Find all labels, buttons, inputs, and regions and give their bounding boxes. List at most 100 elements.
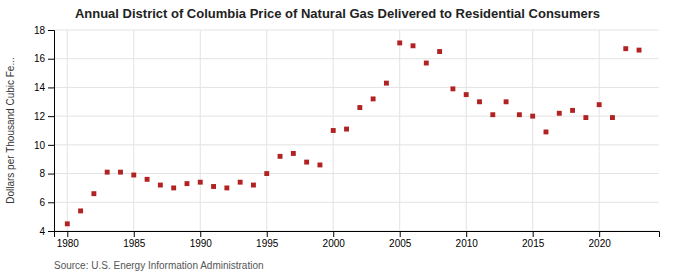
x-tick-mark bbox=[333, 231, 334, 237]
x-tick-label: 1990 bbox=[190, 238, 213, 249]
y-tick-label: 4 bbox=[39, 226, 45, 237]
x-tick-mark bbox=[599, 231, 600, 237]
x-tick-label: 2015 bbox=[522, 238, 545, 249]
point bbox=[450, 86, 455, 91]
y-tick-label: 18 bbox=[34, 25, 46, 36]
x-tick: 2000 bbox=[323, 231, 346, 249]
x-tick-label: 1985 bbox=[123, 238, 146, 249]
point bbox=[464, 92, 469, 97]
y-tick-mark bbox=[48, 87, 54, 88]
y-tick-label: 6 bbox=[39, 197, 45, 208]
x-grid-line bbox=[133, 30, 134, 231]
point bbox=[623, 46, 628, 51]
y-axis: 4681012141618 bbox=[34, 25, 55, 237]
chart-svg: 1980 1985 1990 1995 2000 2005 2010 2015 2020 4 6 8 1… bbox=[0, 0, 675, 275]
x-axis: 1980 1985 1990 1995 2000 2005 2010 2015 2020 bbox=[55, 231, 660, 249]
x-tick-mark bbox=[200, 231, 201, 237]
y-tick-label: 10 bbox=[34, 140, 46, 151]
point bbox=[384, 81, 389, 86]
x-grid-line bbox=[599, 30, 600, 231]
point bbox=[583, 115, 588, 120]
y-tick-mark bbox=[48, 59, 54, 60]
point bbox=[78, 208, 83, 213]
y-tick-label: 12 bbox=[34, 111, 46, 122]
x-tick: 1985 bbox=[123, 231, 146, 249]
y-tick-label: 14 bbox=[34, 82, 46, 93]
point bbox=[105, 170, 110, 175]
y-tick: 6 bbox=[39, 197, 54, 208]
y-tick-mark bbox=[48, 231, 54, 232]
point bbox=[331, 128, 336, 133]
y-tick: 10 bbox=[34, 140, 54, 151]
x-tick-mark bbox=[466, 231, 467, 237]
x-tick: 2015 bbox=[522, 231, 545, 249]
point bbox=[610, 115, 615, 120]
x-tick: 1980 bbox=[57, 231, 80, 249]
y-tick-mark bbox=[48, 174, 54, 175]
x-grid-line bbox=[532, 30, 533, 231]
y-grid-line bbox=[54, 58, 659, 59]
x-grid-line bbox=[200, 30, 201, 231]
point bbox=[91, 191, 96, 196]
point bbox=[171, 185, 176, 190]
x-grid-line bbox=[466, 30, 467, 231]
x-grid-line bbox=[266, 30, 267, 231]
x-tick-label: 1995 bbox=[256, 238, 279, 249]
y-tick: 14 bbox=[34, 82, 54, 93]
point bbox=[411, 43, 416, 48]
y-tick-mark bbox=[48, 30, 54, 31]
x-tick-mark bbox=[267, 231, 268, 237]
y-grid-line bbox=[54, 87, 659, 88]
point bbox=[557, 111, 562, 116]
point bbox=[304, 160, 309, 165]
y-grid-line bbox=[54, 202, 659, 203]
point bbox=[424, 61, 429, 66]
x-tick-mark bbox=[134, 231, 135, 237]
y-tick-mark bbox=[48, 145, 54, 146]
y-tick: 4 bbox=[39, 226, 54, 237]
x-tick-label: 2010 bbox=[456, 238, 479, 249]
point bbox=[597, 102, 602, 107]
y-axis-title: Dollars per Thousand Cubic Fe... bbox=[5, 57, 16, 204]
x-tick: 2005 bbox=[389, 231, 412, 249]
y-tick-mark bbox=[48, 116, 54, 117]
y-grid-line bbox=[54, 30, 659, 31]
x-tick: 1995 bbox=[256, 231, 279, 249]
x-tick: 1990 bbox=[190, 231, 213, 249]
point bbox=[118, 170, 123, 175]
point bbox=[397, 40, 402, 45]
x-tick: 2020 bbox=[589, 231, 612, 249]
y-tick: 12 bbox=[34, 111, 54, 122]
x-tick-mark bbox=[400, 231, 401, 237]
source-note: Source: U.S. Energy Information Administ… bbox=[54, 260, 264, 271]
y-grid-line bbox=[54, 116, 659, 117]
y-axis-line bbox=[48, 31, 55, 232]
point bbox=[544, 129, 549, 134]
point bbox=[131, 173, 136, 178]
point bbox=[291, 151, 296, 156]
y-grid-line bbox=[54, 173, 659, 174]
point bbox=[477, 99, 482, 104]
point bbox=[145, 177, 150, 182]
title: Annual District of Columbia Price of Nat… bbox=[75, 6, 600, 21]
x-tick-label: 2020 bbox=[589, 238, 612, 249]
chart-container: 1980 1985 1990 1995 2000 2005 2010 2015 2020 4 6 8 1… bbox=[0, 0, 675, 275]
y-tick: 18 bbox=[34, 25, 54, 36]
x-grid-line bbox=[67, 30, 68, 231]
point bbox=[517, 112, 522, 117]
point bbox=[357, 105, 362, 110]
point bbox=[211, 184, 216, 189]
point bbox=[317, 163, 322, 168]
y-tick-label: 8 bbox=[39, 168, 45, 179]
point bbox=[278, 154, 283, 159]
point bbox=[344, 127, 349, 132]
point bbox=[437, 49, 442, 54]
point bbox=[158, 183, 163, 188]
y-tick: 8 bbox=[39, 168, 54, 179]
point bbox=[490, 112, 495, 117]
x-axis-line bbox=[55, 232, 660, 238]
point bbox=[251, 183, 256, 188]
point bbox=[371, 96, 376, 101]
grid bbox=[54, 30, 659, 231]
point bbox=[198, 180, 203, 185]
